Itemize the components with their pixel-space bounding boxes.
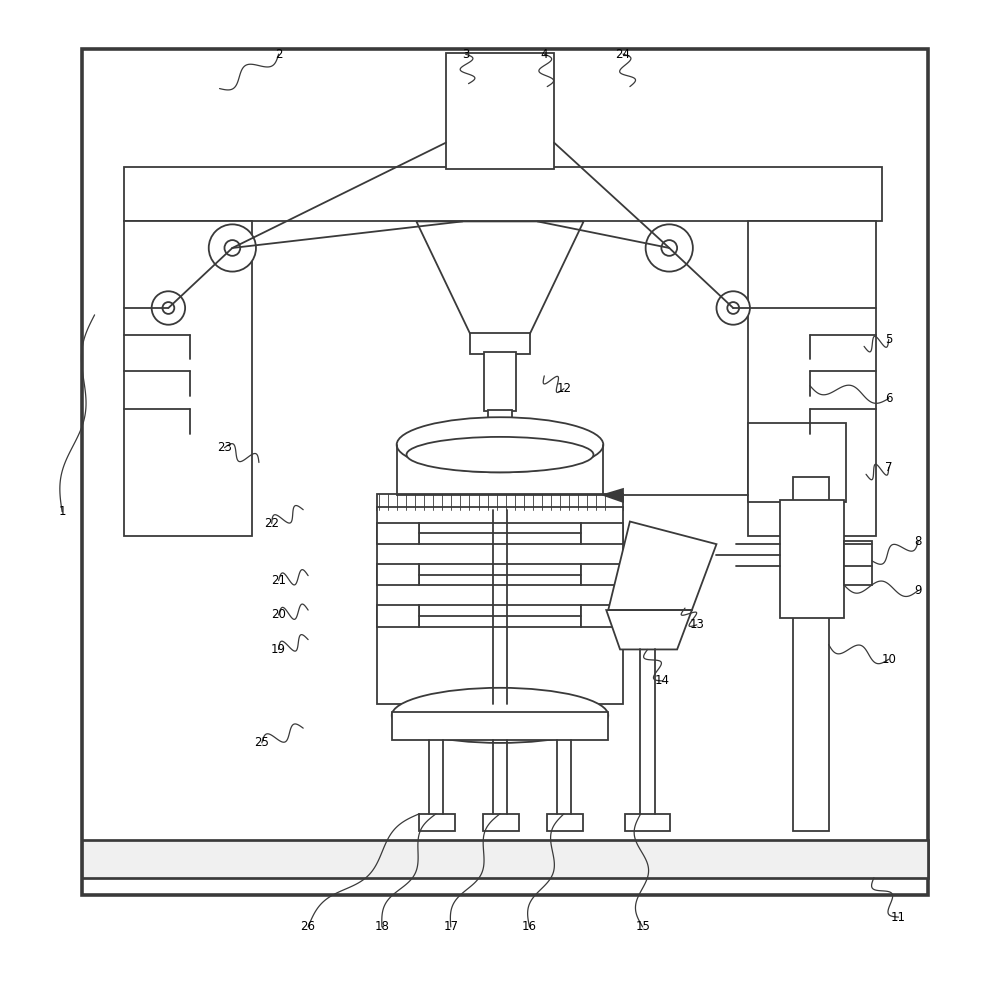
Text: 17: 17 xyxy=(443,920,458,934)
Text: 20: 20 xyxy=(271,608,286,622)
Polygon shape xyxy=(608,522,716,610)
Text: 18: 18 xyxy=(374,920,389,934)
Bar xyxy=(581,523,623,544)
Bar xyxy=(844,541,872,585)
Text: 12: 12 xyxy=(556,382,571,396)
Bar xyxy=(377,564,419,585)
Text: 21: 21 xyxy=(271,574,286,587)
Bar xyxy=(419,564,581,585)
Circle shape xyxy=(727,302,739,314)
Bar xyxy=(377,507,623,704)
Text: 8: 8 xyxy=(915,534,922,548)
Bar xyxy=(581,564,623,585)
Bar xyxy=(446,53,554,169)
Text: 24: 24 xyxy=(616,47,631,61)
Polygon shape xyxy=(603,489,623,502)
Bar xyxy=(419,523,581,544)
Text: 9: 9 xyxy=(914,584,922,597)
Text: 25: 25 xyxy=(254,736,269,750)
Bar xyxy=(377,523,419,544)
Text: 10: 10 xyxy=(881,652,896,666)
Ellipse shape xyxy=(392,688,608,743)
Circle shape xyxy=(152,291,185,325)
Bar xyxy=(470,333,530,354)
Bar xyxy=(82,49,928,895)
Bar xyxy=(483,814,519,831)
Ellipse shape xyxy=(397,417,603,472)
Text: 2: 2 xyxy=(275,47,282,61)
Bar xyxy=(419,605,581,627)
Text: 23: 23 xyxy=(217,441,232,455)
Polygon shape xyxy=(416,221,584,335)
Text: 26: 26 xyxy=(301,920,316,934)
Polygon shape xyxy=(606,610,692,649)
Bar xyxy=(780,500,844,618)
Bar xyxy=(124,167,882,221)
Text: 11: 11 xyxy=(891,910,906,924)
Bar xyxy=(748,423,846,502)
Circle shape xyxy=(209,224,256,272)
Text: 19: 19 xyxy=(271,643,286,656)
Bar xyxy=(124,221,252,536)
Bar xyxy=(547,814,583,831)
Bar xyxy=(488,410,512,462)
Text: 16: 16 xyxy=(522,920,537,934)
Circle shape xyxy=(224,240,240,256)
Text: 5: 5 xyxy=(885,333,892,346)
Text: 1: 1 xyxy=(58,505,66,519)
Bar xyxy=(377,494,623,510)
Text: 14: 14 xyxy=(655,674,670,688)
Bar xyxy=(377,605,419,627)
Bar xyxy=(419,814,455,831)
Bar xyxy=(484,352,516,411)
Circle shape xyxy=(646,224,693,272)
Text: 13: 13 xyxy=(689,618,704,632)
Bar xyxy=(748,221,876,536)
Text: 7: 7 xyxy=(885,461,892,474)
Circle shape xyxy=(716,291,750,325)
Bar xyxy=(581,605,623,627)
Bar xyxy=(793,477,829,831)
Text: 4: 4 xyxy=(541,47,548,61)
Bar xyxy=(625,814,670,831)
Text: 22: 22 xyxy=(264,517,279,530)
Text: 6: 6 xyxy=(885,392,892,405)
Text: 3: 3 xyxy=(462,47,469,61)
Bar xyxy=(82,840,928,878)
Text: 15: 15 xyxy=(635,920,650,934)
Circle shape xyxy=(661,240,677,256)
Ellipse shape xyxy=(407,437,593,472)
Circle shape xyxy=(162,302,174,314)
Bar xyxy=(392,712,608,740)
